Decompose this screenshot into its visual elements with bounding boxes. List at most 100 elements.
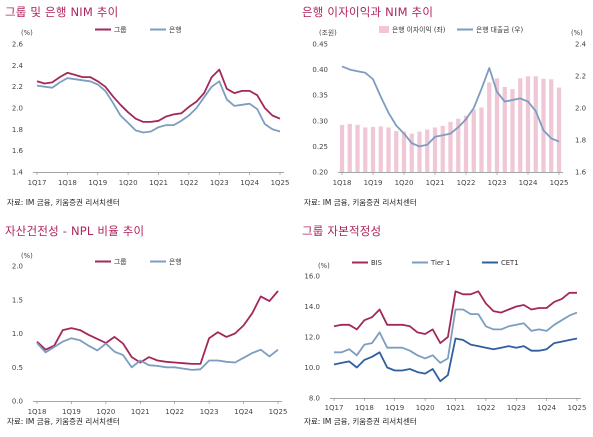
y-tick-label: 0.25 (312, 143, 328, 151)
bar (479, 107, 484, 172)
legend-label: 은행 대출금 (우) (476, 25, 523, 34)
x-tick-label: 1Q24 (234, 408, 253, 416)
y-tick-label: 0.0 (12, 398, 23, 406)
bar (549, 79, 554, 172)
bar (347, 123, 352, 172)
legend-label: Tier 1 (430, 259, 450, 267)
chart-svg: (%) 8.0 10.0 12.0 14.0 16.0 1Q17 1Q18 1Q19 1Q20 1Q… (304, 259, 587, 412)
x-tick-label: 1Q25 (550, 179, 569, 187)
series-line-1 (341, 65, 560, 148)
y-tick-label: 0.30 (312, 117, 328, 125)
y-axis-unit-right: (%) (571, 29, 583, 37)
bar (378, 126, 383, 172)
chart-panel-interest-income: 은행 이자이익과 NIM 추이 (조원) (%) 0.20 0.25 0.30 0.35 0… (297, 0, 593, 218)
legend-label: 은행 (169, 257, 182, 266)
bar (401, 131, 407, 172)
bar (440, 125, 445, 172)
bar (494, 78, 500, 172)
y-tick-label: 0.40 (312, 66, 328, 74)
x-tick-label: 1Q20 (96, 408, 115, 416)
source-note: 자료: IM 금융, 키움증권 리서치센터 (304, 198, 417, 207)
y-tick-label: 2.6 (12, 41, 24, 49)
series-line-2 (334, 308, 578, 364)
chart-title: 자산건전성 - NPL 비율 추이 (5, 224, 145, 238)
x-tick-label: 1Q25 (568, 404, 587, 412)
y-tick-label: 2.0 (12, 105, 23, 113)
bar (432, 127, 438, 172)
x-tick-label: 1Q20 (395, 179, 414, 187)
series-line-1 (36, 68, 281, 123)
bar (386, 127, 391, 172)
x-tick-label: 1Q25 (271, 179, 290, 187)
x-tick-label: 1Q21 (131, 408, 150, 416)
y-tick-label-right: 2.0 (575, 105, 586, 113)
chart-svg: (%) 0.0 0.5 1.0 1.5 2.0 1Q18 1Q19 1Q20 1Q21 1Q22 1Q… (12, 252, 288, 416)
chart-title: 그룹 자본적정성 (302, 224, 382, 238)
y-tick-label: 0.35 (312, 92, 328, 100)
x-tick-label: 1Q22 (476, 404, 495, 412)
legend-label: 그룹 (114, 26, 127, 34)
legend-swatch (379, 26, 389, 33)
chart-panel-capital: 그룹 자본적정성 (%) 8.0 10.0 12.0 14.0 16.0 1Q17 1Q18 1… (297, 219, 593, 437)
bar (456, 118, 461, 172)
series-line-3 (333, 337, 578, 383)
x-tick-label: 1Q21 (426, 179, 445, 187)
x-tick-label: 1Q24 (519, 179, 538, 187)
y-tick-label: 0.20 (312, 169, 328, 177)
y-tick-label: 2.0 (12, 263, 23, 271)
y-tick-label: 2.2 (12, 83, 23, 91)
source-note: 자료: IM 금융, 키움증권 리서치센터 (304, 417, 417, 426)
bar (556, 87, 562, 172)
x-tick-label: 1Q21 (446, 404, 465, 412)
bar (541, 78, 546, 172)
x-tick-label: 1Q19 (385, 404, 404, 412)
y-tick-label: 14.0 (304, 303, 320, 311)
x-tick-label: 1Q17 (325, 404, 344, 412)
y-tick-label: 8.0 (309, 395, 320, 403)
x-tick-label: 1Q23 (200, 408, 219, 416)
bar (463, 115, 469, 172)
y-tick-label: 12.0 (304, 334, 320, 342)
chart-svg: (조원) (%) 0.20 0.25 0.30 0.35 0.40 0.45 1.6 1.8 2.0… (312, 25, 587, 187)
bar (417, 131, 422, 172)
chart-title: 그룹 및 은행 NIM 추이 (5, 5, 119, 19)
chart-panel-npl: 자산건전성 - NPL 비율 추이 (%) 0.0 0.5 1.0 1.5 2.0 1Q18… (0, 219, 296, 437)
legend-label: 은행 (169, 25, 182, 34)
bar (518, 78, 523, 172)
x-tick-label: 1Q19 (88, 179, 107, 187)
x-tick-label: 1Q18 (355, 404, 374, 412)
y-axis-unit: (%) (318, 262, 330, 270)
y-tick-label: 1.0 (12, 330, 23, 338)
bar (355, 124, 360, 172)
x-tick-label: 1Q24 (537, 404, 556, 412)
x-tick-label: 1Q19 (62, 408, 81, 416)
y-tick-label: 10.0 (304, 364, 320, 372)
y-tick-label-right: 2.2 (575, 73, 586, 81)
y-tick-label-right: 1.6 (575, 169, 587, 177)
y-tick-label-right: 2.4 (575, 41, 587, 49)
legend-label: 은행 이자이익 (좌) (392, 25, 446, 34)
x-tick-label: 1Q22 (457, 179, 476, 187)
y-tick-label: 1.8 (12, 126, 23, 134)
y-tick-label: 1.4 (12, 169, 24, 177)
bar (363, 127, 368, 172)
x-tick-label: 1Q20 (416, 404, 435, 412)
series-line-2 (36, 77, 281, 134)
bar (448, 121, 453, 172)
x-tick-label: 1Q23 (488, 179, 507, 187)
x-tick-label: 1Q20 (119, 179, 138, 187)
series-line-1 (36, 290, 279, 365)
legend-label: 그룹 (114, 258, 127, 266)
y-tick-label: 0.45 (312, 41, 328, 49)
y-tick-label: 0.5 (12, 364, 23, 372)
chart-title: 은행 이자이익과 NIM 추이 (302, 5, 434, 19)
bar (425, 129, 430, 172)
y-axis-unit: (%) (21, 252, 33, 260)
chart-panel-nim: 그룹 및 은행 NIM 추이 (%) 1.4 1.6 1.8 2.0 2.2 2.4 2.6 1… (0, 0, 296, 218)
y-tick-label-right: 1.8 (575, 137, 586, 145)
bar (409, 133, 414, 172)
y-axis-unit: (조원) (319, 28, 337, 37)
x-tick-label: 1Q23 (210, 179, 229, 187)
source-note: 자료: IM 금융, 키움증권 리서치센터 (7, 417, 120, 426)
x-tick-label: 1Q23 (507, 404, 526, 412)
